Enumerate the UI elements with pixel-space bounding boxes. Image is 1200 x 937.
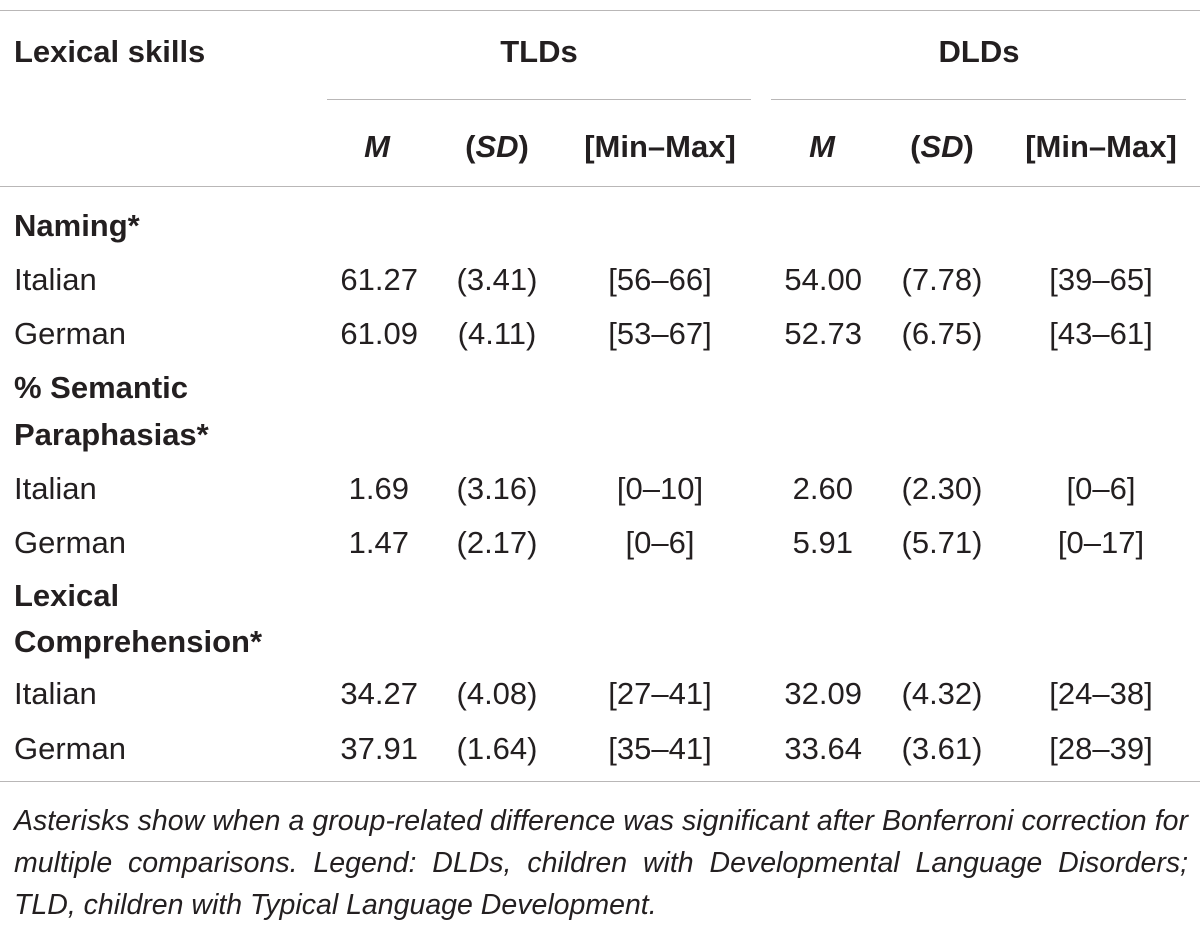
tld-group-header: TLDs (500, 34, 578, 69)
table-footnote: Asterisks show when a group-related diff… (14, 805, 1188, 921)
dld-range-cell: [0–6] (1066, 471, 1136, 506)
tld-sd-cell: (4.08) (456, 676, 538, 711)
tld-sd-cell: (2.17) (456, 525, 538, 560)
tld-range-cell: [35–41] (608, 731, 712, 766)
tld-group-rule (327, 99, 751, 100)
row-label: German (14, 525, 126, 560)
tld-range-cell: [53–67] (608, 316, 712, 351)
tld-mean-cell: 1.69 (348, 471, 409, 506)
tld-mean-cell: 37.91 (340, 731, 418, 766)
dld-sd-cell: (4.32) (901, 676, 983, 711)
tld-range-cell: [27–41] (608, 676, 712, 711)
dld-range-cell: [0–17] (1057, 525, 1145, 560)
header-bottom-rule (0, 186, 1200, 187)
row-label: German (14, 731, 126, 766)
tld-sd-cell: (4.11) (457, 316, 537, 351)
tld-mean-cell: 1.47 (348, 525, 409, 560)
dld-range-header: [Min–Max] (1025, 129, 1177, 164)
row-label-header: Lexical skills (14, 34, 206, 69)
dld-mean-cell: 33.64 (784, 731, 862, 766)
row-label: Italian (14, 471, 97, 506)
dld-mean-cell: 32.09 (784, 676, 862, 711)
tld-range-cell: [0–10] (616, 471, 704, 506)
dld-sd-header: (SD) (910, 129, 974, 164)
tld-sd-cell: (3.16) (456, 471, 538, 506)
section-title: Lexical (14, 578, 120, 613)
dld-sd-cell: (7.78) (901, 262, 983, 297)
tld-mean-cell: 61.27 (340, 262, 418, 297)
tld-mean-header: M (364, 129, 390, 164)
table-bottom-rule (0, 781, 1200, 782)
row-label: Italian (14, 676, 97, 711)
dld-range-cell: [43–61] (1049, 316, 1153, 351)
section-title: Naming* (14, 208, 140, 243)
dld-range-cell: [28–39] (1049, 731, 1153, 766)
section-title: Paraphasias* (14, 417, 209, 452)
dld-sd-cell: (5.71) (901, 525, 983, 560)
tld-range-cell: [0–6] (625, 525, 695, 560)
section-title: % Semantic (14, 370, 189, 405)
dld-mean-cell: 52.73 (784, 316, 862, 351)
dld-range-cell: [24–38] (1049, 676, 1153, 711)
dld-range-cell: [39–65] (1049, 262, 1153, 297)
dld-mean-cell: 5.91 (792, 525, 853, 560)
tld-sd-cell: (3.41) (456, 262, 538, 297)
dld-sd-cell: (2.30) (901, 471, 983, 506)
section-title: Comprehension* (14, 624, 263, 659)
tld-mean-cell: 34.27 (340, 676, 418, 711)
dld-group-header: DLDs (938, 34, 1020, 69)
tld-mean-cell: 61.09 (340, 316, 418, 351)
dld-group-rule (771, 99, 1186, 100)
tld-range-header: [Min–Max] (584, 129, 736, 164)
dld-sd-cell: (6.75) (901, 316, 983, 351)
tld-sd-cell: (1.64) (456, 731, 538, 766)
row-label: German (14, 316, 126, 351)
dld-sd-cell: (3.61) (901, 731, 983, 766)
tld-range-cell: [56–66] (608, 262, 712, 297)
top-rule (0, 10, 1200, 11)
tld-sd-header: (SD) (465, 129, 529, 164)
dld-mean-cell: 54.00 (784, 262, 862, 297)
row-label: Italian (14, 262, 97, 297)
dld-mean-header: M (809, 129, 835, 164)
dld-mean-cell: 2.60 (792, 471, 853, 506)
